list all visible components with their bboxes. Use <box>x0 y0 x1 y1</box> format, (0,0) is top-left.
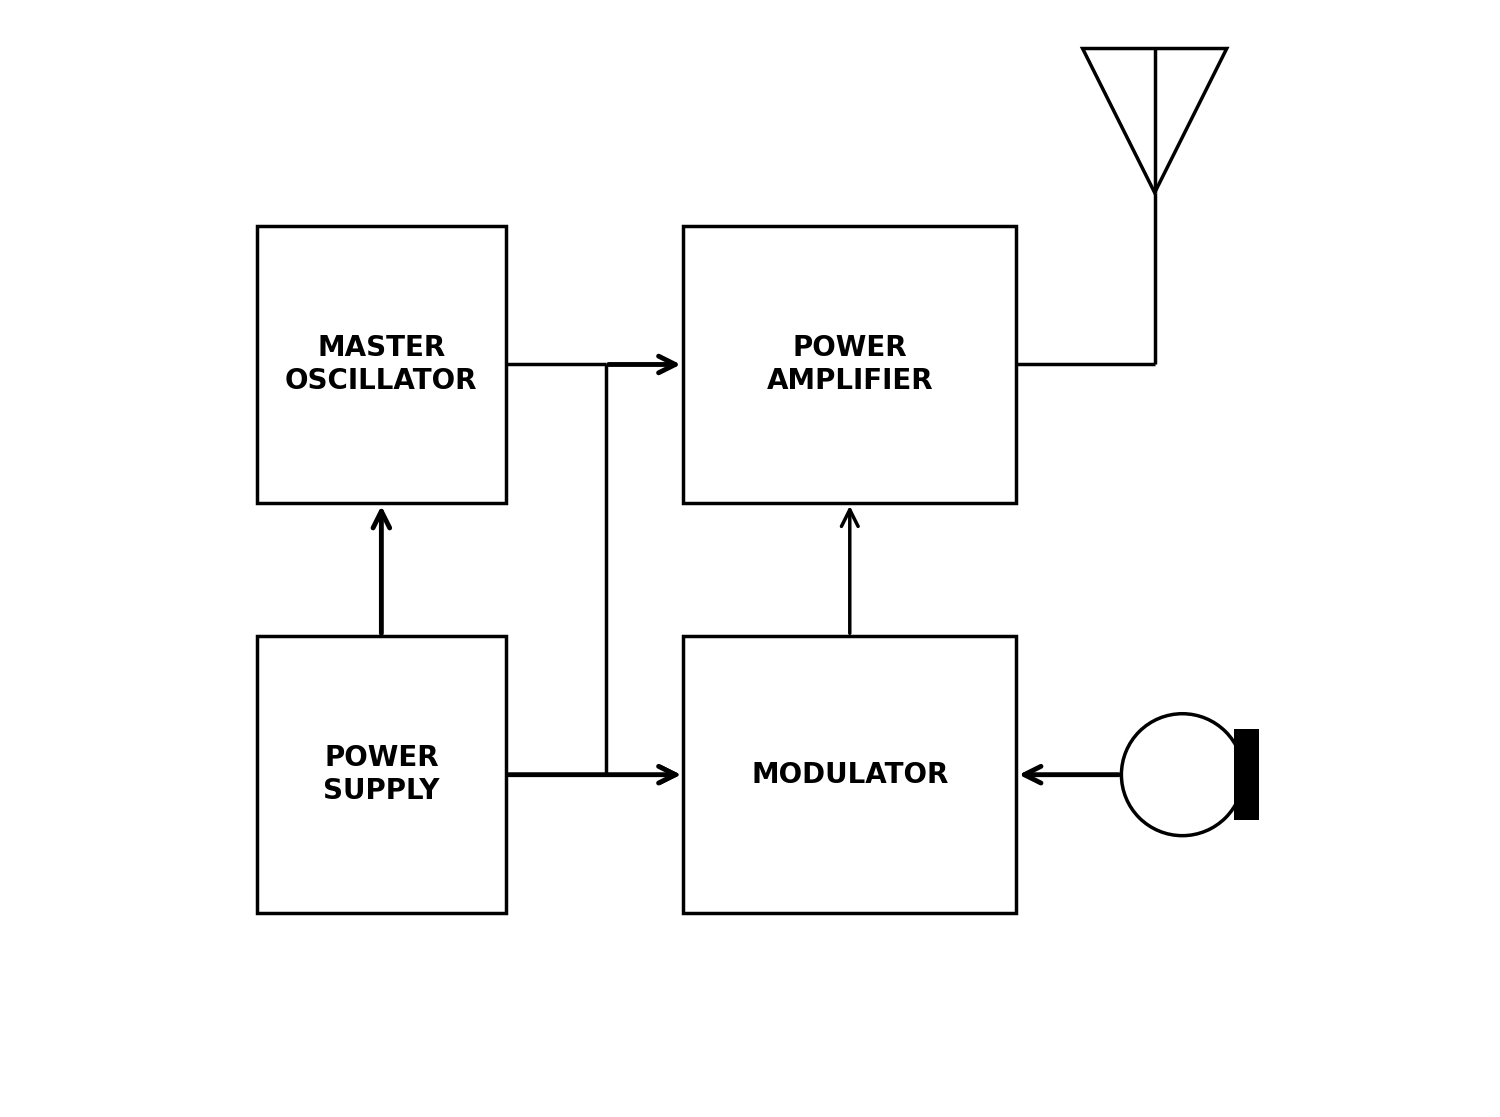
Text: MASTER
OSCILLATOR: MASTER OSCILLATOR <box>285 334 477 394</box>
Bar <box>256 636 506 914</box>
Text: POWER
SUPPLY: POWER SUPPLY <box>322 745 440 805</box>
Bar <box>684 226 1016 503</box>
Bar <box>1234 729 1258 820</box>
Bar <box>256 226 506 503</box>
Text: POWER
AMPLIFIER: POWER AMPLIFIER <box>766 334 933 394</box>
Bar <box>684 636 1016 914</box>
Text: MODULATOR: MODULATOR <box>752 761 948 789</box>
